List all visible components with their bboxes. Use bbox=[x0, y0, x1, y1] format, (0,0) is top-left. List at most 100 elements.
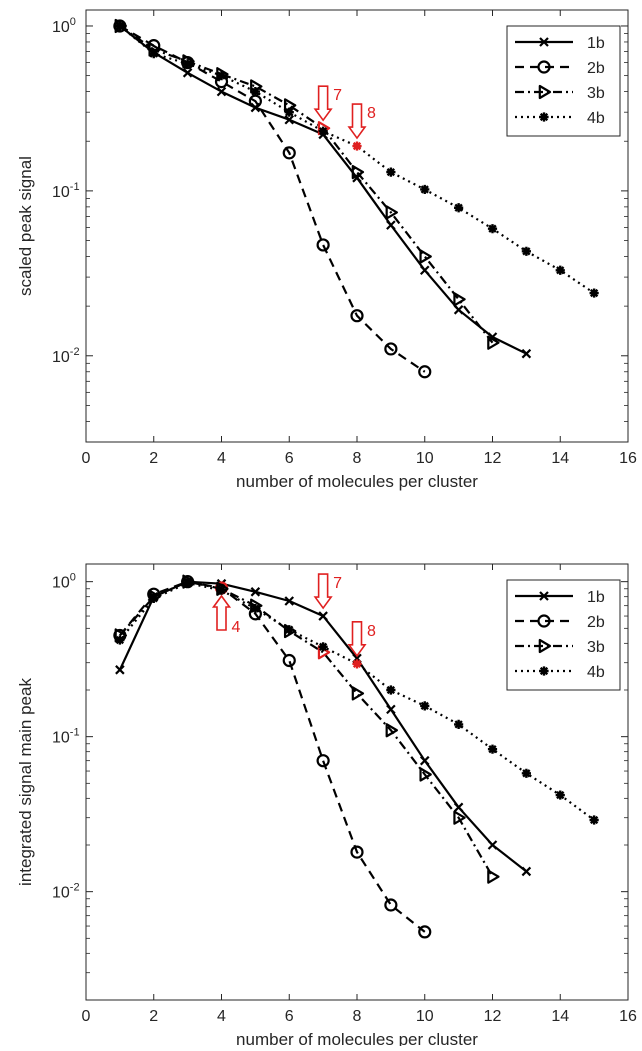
x-tick-label: 4 bbox=[217, 1008, 226, 1025]
data-point-2b bbox=[350, 845, 364, 859]
data-point-1b bbox=[521, 348, 532, 359]
legend-label-3b: 3b bbox=[587, 639, 605, 656]
data-point-1b bbox=[419, 265, 430, 276]
data-point-3b bbox=[487, 869, 500, 884]
data-point-4b bbox=[386, 167, 396, 177]
data-point-4b bbox=[589, 815, 599, 825]
data-point-4b bbox=[183, 578, 193, 588]
x-tick-label: 16 bbox=[619, 1008, 637, 1025]
data-point-2b bbox=[384, 342, 398, 356]
x-tick-label: 6 bbox=[285, 450, 294, 467]
series-3b bbox=[114, 574, 500, 884]
arrow-shape bbox=[313, 85, 333, 122]
data-point-4b bbox=[216, 585, 227, 595]
annotation-arrow: 7 bbox=[313, 85, 342, 122]
annotation-arrow: 4 bbox=[211, 594, 241, 636]
data-point-4b bbox=[555, 265, 565, 275]
legend-marker-4b bbox=[539, 112, 549, 122]
x-tick-label: 4 bbox=[217, 450, 226, 467]
legend-marker-3b bbox=[538, 638, 552, 654]
data-point-1b bbox=[386, 220, 396, 230]
data-point-3b bbox=[419, 249, 432, 264]
data-point-1b bbox=[419, 755, 430, 766]
data-point-1b bbox=[453, 305, 464, 315]
annotation-label: 4 bbox=[232, 619, 241, 636]
series-line-2b bbox=[119, 580, 426, 933]
legend-marker-3b bbox=[538, 84, 552, 100]
data-point-4b bbox=[454, 203, 464, 213]
x-tick-label: 0 bbox=[82, 450, 91, 467]
arrow-shape bbox=[347, 103, 367, 140]
data-point-2b bbox=[418, 365, 432, 379]
y-axis-label: integrated signal main peak bbox=[16, 678, 35, 886]
legend-label-1b: 1b bbox=[587, 35, 605, 52]
x-axis-label: number of molecules per cluster bbox=[236, 472, 478, 491]
legend-marker-1b bbox=[539, 37, 549, 47]
x-tick-label: 2 bbox=[149, 1008, 158, 1025]
data-point-1b bbox=[182, 68, 193, 78]
series-line-3b bbox=[119, 25, 494, 344]
x-tick-label: 8 bbox=[353, 1008, 362, 1025]
data-point-4b bbox=[420, 701, 430, 711]
data-point-4b bbox=[115, 21, 125, 31]
arrow-shape bbox=[211, 594, 232, 631]
y-axis-label: scaled peak signal bbox=[16, 156, 35, 296]
series-1b bbox=[115, 21, 532, 359]
x-tick-label: 6 bbox=[285, 1008, 294, 1025]
arrow-shape bbox=[347, 621, 367, 658]
data-point-2b bbox=[418, 925, 432, 939]
data-point-4b bbox=[183, 59, 193, 69]
series-line-2b bbox=[119, 25, 426, 373]
data-point-1b bbox=[115, 665, 125, 675]
x-tick-label: 2 bbox=[149, 450, 158, 467]
data-point-3b bbox=[351, 686, 365, 701]
data-point-4b bbox=[149, 48, 159, 59]
data-point-4b bbox=[352, 659, 362, 669]
annotation-label: 7 bbox=[333, 575, 342, 592]
plot-top: 0 2 4 6 8 10 12 14 16 100 10-1 10-2 number of molecu… bbox=[16, 9, 637, 491]
data-point-4b bbox=[487, 744, 498, 754]
legend: 1b 2b 3b 4b bbox=[506, 579, 621, 691]
data-point-1b bbox=[284, 596, 295, 606]
y-tick-label: 100 bbox=[52, 572, 76, 592]
data-point-2b bbox=[384, 898, 398, 912]
y-tick-label: 10-1 bbox=[52, 727, 80, 747]
legend-label-4b: 4b bbox=[587, 664, 605, 681]
data-point-4b bbox=[250, 604, 260, 614]
x-tick-label: 12 bbox=[484, 1008, 502, 1025]
data-point-1b bbox=[216, 86, 227, 97]
series-line-4b bbox=[119, 25, 595, 295]
arrow-shape bbox=[313, 573, 333, 610]
legend-label-1b: 1b bbox=[587, 589, 605, 606]
data-point-4b bbox=[420, 184, 430, 195]
data-point-2b bbox=[282, 146, 296, 160]
x-tick-label: 12 bbox=[484, 450, 502, 467]
x-tick-label: 8 bbox=[353, 450, 362, 467]
data-point-1b bbox=[521, 866, 532, 877]
data-point-1b bbox=[250, 587, 261, 597]
data-point-4b bbox=[521, 246, 531, 256]
data-point-4b bbox=[216, 71, 227, 81]
data-point-4b bbox=[318, 126, 328, 136]
legend: 1b 2b 3b 4b bbox=[506, 25, 621, 137]
legend-marker-1b bbox=[539, 591, 549, 601]
data-point-1b bbox=[453, 802, 464, 813]
annotation-label: 7 bbox=[333, 87, 342, 104]
data-point-4b bbox=[487, 224, 498, 234]
series-line-4b bbox=[119, 581, 595, 821]
series-1b bbox=[115, 576, 532, 877]
legend-label-4b: 4b bbox=[587, 110, 605, 127]
data-point-4b bbox=[454, 719, 464, 729]
data-point-2b bbox=[316, 238, 330, 252]
series-2b bbox=[113, 575, 432, 939]
annotation-arrow: 8 bbox=[347, 103, 376, 140]
data-point-3b bbox=[453, 810, 466, 825]
data-point-3b bbox=[385, 723, 398, 738]
data-point-1b bbox=[318, 611, 328, 621]
annotation-arrow: 8 bbox=[347, 621, 376, 658]
y-tick-label: 100 bbox=[52, 16, 76, 36]
plot-bottom: 0 2 4 6 8 10 12 14 16 100 10-1 10-2 number of molecu… bbox=[16, 563, 637, 1049]
data-point-3b bbox=[351, 164, 365, 180]
annotation-label: 8 bbox=[367, 623, 376, 640]
